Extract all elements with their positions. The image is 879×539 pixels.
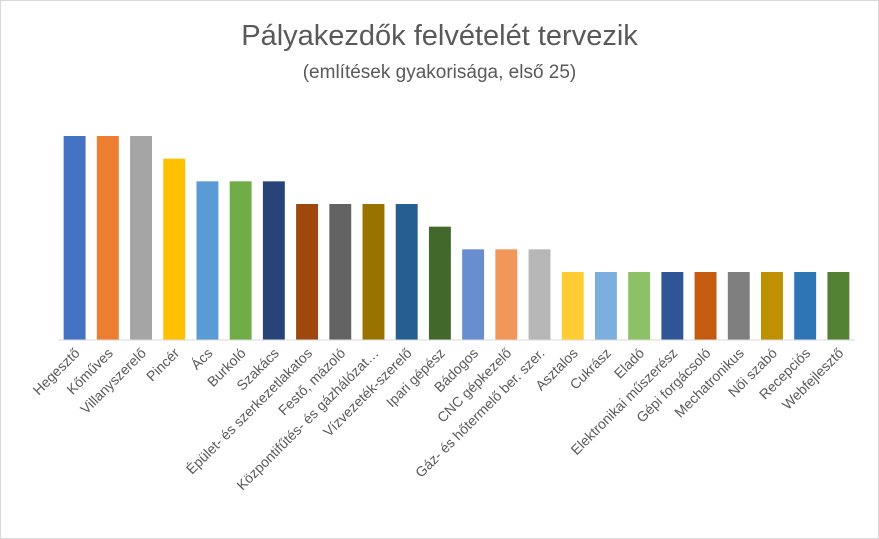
bar [528, 249, 551, 340]
chart-title: Pályakezdők felvételét tervezik [241, 20, 638, 52]
bar [96, 136, 119, 340]
bar [428, 226, 451, 340]
chart-subtitle: (említések gyakorisága, első 25) [302, 62, 577, 83]
bars-group [63, 136, 850, 340]
bar [63, 136, 86, 340]
x-tick-label: Pincér [143, 345, 183, 385]
bar [130, 136, 152, 340]
bar [727, 272, 750, 340]
bar [794, 272, 817, 340]
bar [462, 249, 485, 340]
bar [262, 181, 285, 340]
bar [163, 158, 186, 340]
bar [329, 204, 352, 340]
bar [628, 272, 651, 340]
bar [561, 272, 584, 340]
bar [495, 249, 518, 340]
bar [296, 204, 319, 340]
bar [196, 181, 219, 340]
bar [827, 272, 850, 340]
bar [761, 272, 783, 340]
x-tick-label: Ács [188, 345, 216, 373]
bar [594, 272, 617, 340]
bar [694, 272, 717, 340]
bar [661, 272, 684, 340]
bar [229, 181, 252, 340]
bar [362, 204, 385, 340]
bar [395, 204, 418, 340]
